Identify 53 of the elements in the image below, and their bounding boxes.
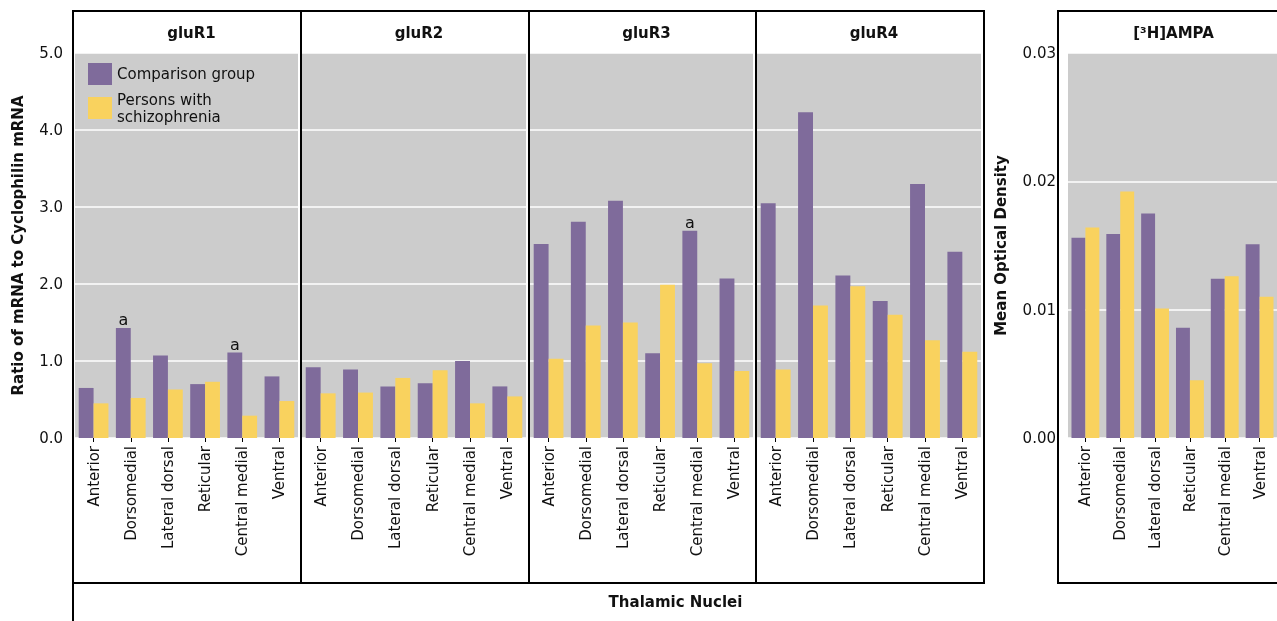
x-tick-label: Dorsomedial (576, 446, 595, 541)
x-tick-label: Lateral dorsal (841, 446, 860, 549)
annotation: a (118, 310, 129, 330)
x-tick-label: Anterior (1076, 445, 1095, 507)
y-tick-label: 0.03 (1022, 44, 1056, 62)
x-tick-label: Lateral dorsal (386, 446, 405, 549)
y-tick-label: 1.0 (39, 352, 63, 370)
x-tick-label: Reticular (1180, 445, 1199, 513)
chart-title: gluR1 (167, 23, 216, 42)
x-tick-label: Ventral (953, 446, 972, 500)
x-tick-label: Ventral (270, 446, 289, 500)
y-tick-label: 0.01 (1022, 300, 1056, 319)
x-tick-label: Central medial (1215, 446, 1234, 557)
x-tick-label: Reticular (196, 445, 215, 513)
x-tick-label: Ventral (1250, 446, 1269, 500)
x-tick-label: Reticular (423, 445, 442, 513)
x-tick-label: Reticular (651, 445, 670, 513)
x-tick-label: Lateral dorsal (158, 446, 177, 549)
y-axis-title: Mean Optical Density (991, 154, 1010, 336)
x-tick-label: Dorsomedial (349, 446, 367, 541)
chart-title: [³H]AMPA (1133, 23, 1215, 42)
x-tick-label: Dorsomedial (121, 446, 140, 541)
x-tick-label: Reticular (878, 445, 897, 513)
chart-title: gluR4 (849, 23, 899, 42)
x-tick-label: Anterior (766, 445, 785, 507)
x-tick-label: Anterior (311, 445, 330, 507)
x-tick-label: Lateral dorsal (613, 446, 632, 549)
y-tick-label: 0.02 (1022, 172, 1056, 191)
x-tick-label: Lateral dorsal (1146, 446, 1165, 549)
y-tick-label: 2.0 (39, 275, 63, 293)
x-tick-label: Central medial (461, 446, 479, 557)
x-tick-label: Ventral (498, 446, 517, 500)
chart-title: gluR3 (622, 23, 671, 42)
x-tick-label: Central medial (688, 446, 707, 557)
annotation: a (229, 335, 240, 355)
x-tick-label: Central medial (916, 446, 934, 557)
annotation: a (684, 213, 695, 233)
chart-title: gluR2 (394, 23, 444, 42)
x-tick-label: Dorsomedial (1111, 446, 1130, 541)
x-tick-label: Central medial (233, 446, 252, 557)
legend-label: Persons with schizophrenia (117, 90, 221, 126)
x-tick-label: Dorsomedial (804, 446, 822, 541)
x-tick-label: Anterior (84, 445, 103, 507)
y-tick-label: 0.0 (39, 429, 63, 447)
x-tick-label: Ventral (725, 446, 744, 500)
y-tick-label: 4.0 (39, 121, 63, 139)
legend-label: Comparison group (117, 65, 256, 83)
x-tick-label: Anterior (539, 445, 558, 507)
y-tick-label: 3.0 (39, 198, 63, 216)
y-tick-label: 0.00 (1022, 429, 1056, 447)
y-tick-label: 5.0 (39, 44, 63, 62)
x-axis-title: Thalamic Nuclei (72, 582, 1277, 621)
y-axis-title: Ratio of mRNA to Cyclophilin mRNA (8, 95, 27, 396)
